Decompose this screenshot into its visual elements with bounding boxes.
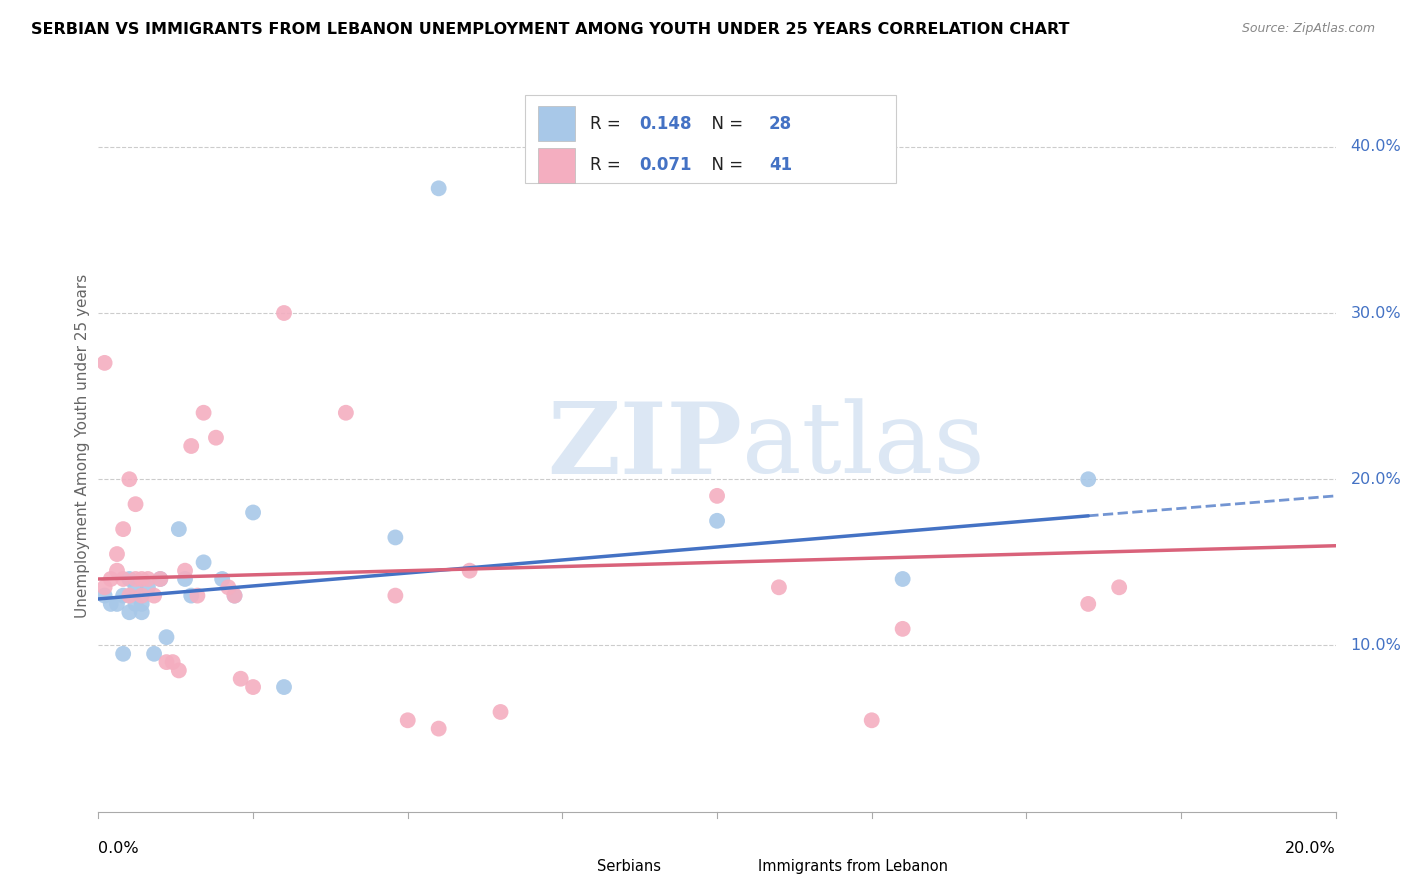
Point: [136, 580, 159, 594]
Point: [427, 722, 450, 736]
Point: [458, 564, 481, 578]
Point: [100, 597, 122, 611]
Text: 41: 41: [769, 156, 792, 174]
Text: N =: N =: [702, 115, 748, 133]
Point: [768, 580, 790, 594]
Point: [427, 181, 450, 195]
Point: [124, 580, 146, 594]
Point: [162, 655, 184, 669]
Text: N =: N =: [702, 156, 748, 174]
Point: [112, 572, 135, 586]
Point: [224, 589, 246, 603]
Text: 20.0%: 20.0%: [1285, 841, 1336, 856]
Point: [489, 705, 512, 719]
Point: [217, 580, 239, 594]
Bar: [562, 858, 589, 875]
Point: [167, 522, 190, 536]
Point: [124, 597, 146, 611]
Point: [131, 572, 153, 586]
Text: Serbians: Serbians: [598, 859, 661, 874]
Point: [131, 605, 153, 619]
Point: [93, 589, 115, 603]
Point: [100, 572, 122, 586]
Point: [180, 439, 202, 453]
Text: 30.0%: 30.0%: [1351, 306, 1402, 320]
Point: [136, 572, 159, 586]
Point: [93, 580, 115, 594]
Point: [205, 431, 228, 445]
Bar: [526, 95, 897, 183]
Point: [149, 572, 172, 586]
Point: [149, 572, 172, 586]
Text: atlas: atlas: [742, 398, 984, 494]
Point: [118, 472, 141, 486]
Point: [155, 630, 177, 644]
Text: 20.0%: 20.0%: [1351, 472, 1402, 487]
Point: [242, 506, 264, 520]
Point: [174, 564, 197, 578]
Bar: [537, 106, 575, 142]
Text: Immigrants from Lebanon: Immigrants from Lebanon: [758, 859, 948, 874]
Point: [891, 572, 914, 586]
Point: [105, 547, 128, 561]
Point: [384, 530, 406, 544]
Text: ZIP: ZIP: [547, 398, 742, 494]
Text: 10.0%: 10.0%: [1351, 638, 1402, 653]
Point: [396, 714, 419, 728]
Text: 0.0%: 0.0%: [98, 841, 139, 856]
Text: 0.071: 0.071: [640, 156, 692, 174]
Point: [143, 589, 166, 603]
Point: [143, 647, 166, 661]
Point: [118, 572, 141, 586]
Point: [193, 406, 215, 420]
Point: [242, 680, 264, 694]
Text: SERBIAN VS IMMIGRANTS FROM LEBANON UNEMPLOYMENT AMONG YOUTH UNDER 25 YEARS CORRE: SERBIAN VS IMMIGRANTS FROM LEBANON UNEMP…: [31, 22, 1070, 37]
Point: [118, 589, 141, 603]
Text: R =: R =: [589, 156, 626, 174]
Point: [105, 597, 128, 611]
Point: [1077, 472, 1099, 486]
Point: [706, 489, 728, 503]
Point: [112, 589, 135, 603]
Point: [384, 589, 406, 603]
Point: [155, 655, 177, 669]
Point: [1108, 580, 1130, 594]
Point: [93, 356, 115, 370]
Point: [118, 605, 141, 619]
Point: [706, 514, 728, 528]
Point: [193, 555, 215, 569]
Point: [180, 589, 202, 603]
Point: [211, 572, 233, 586]
Point: [186, 589, 208, 603]
Y-axis label: Unemployment Among Youth under 25 years: Unemployment Among Youth under 25 years: [75, 274, 90, 618]
Point: [891, 622, 914, 636]
Point: [1077, 597, 1099, 611]
Point: [229, 672, 252, 686]
Point: [131, 597, 153, 611]
Point: [335, 406, 357, 420]
Point: [131, 589, 153, 603]
Text: Source: ZipAtlas.com: Source: ZipAtlas.com: [1241, 22, 1375, 36]
Point: [167, 664, 190, 678]
Point: [112, 647, 135, 661]
Point: [124, 572, 146, 586]
Point: [124, 497, 146, 511]
Text: 40.0%: 40.0%: [1351, 139, 1402, 154]
Text: 28: 28: [769, 115, 792, 133]
Point: [112, 522, 135, 536]
Point: [273, 306, 295, 320]
Point: [224, 589, 246, 603]
Bar: [537, 147, 575, 183]
Point: [273, 680, 295, 694]
Point: [860, 714, 883, 728]
Point: [105, 564, 128, 578]
Bar: [723, 858, 751, 875]
Point: [174, 572, 197, 586]
Text: R =: R =: [589, 115, 626, 133]
Text: 0.148: 0.148: [640, 115, 692, 133]
